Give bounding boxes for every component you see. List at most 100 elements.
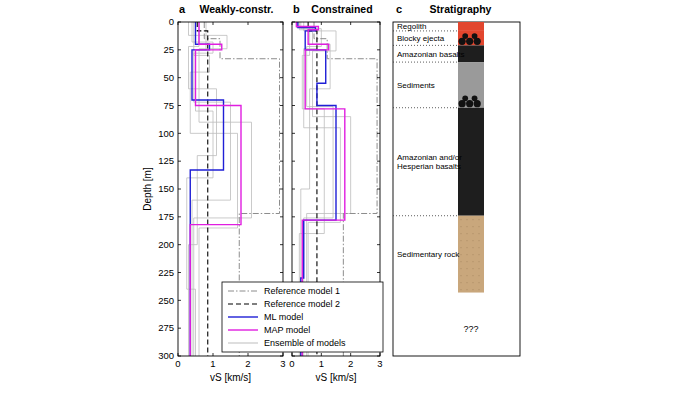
y-tick bbox=[178, 22, 181, 23]
x-tick-label: 2 bbox=[348, 358, 353, 369]
y-axis-label: Depth [m] bbox=[142, 167, 153, 211]
x-tick bbox=[321, 22, 322, 25]
layer bbox=[458, 31, 484, 45]
layer-pattern bbox=[466, 219, 468, 221]
panel-letter: c bbox=[396, 3, 402, 15]
background bbox=[0, 0, 700, 394]
y-tick-label: 150 bbox=[158, 183, 174, 194]
y-tick bbox=[292, 22, 295, 23]
layer bbox=[458, 62, 484, 108]
y-tick bbox=[178, 244, 181, 245]
layer-pattern bbox=[478, 240, 480, 242]
y-tick-label: 75 bbox=[163, 100, 174, 111]
layer-pattern bbox=[460, 226, 462, 228]
layer-pattern bbox=[478, 254, 480, 256]
layer-label: Blocky ejecta bbox=[397, 34, 445, 43]
y-tick-label: 125 bbox=[158, 155, 174, 166]
layer-pattern bbox=[478, 219, 480, 221]
x-tick-label: 0 bbox=[289, 358, 294, 369]
layer-label: Amazonian and/orHesperian basalts bbox=[397, 153, 462, 171]
layer-pattern bbox=[460, 233, 462, 235]
x-tick bbox=[380, 353, 381, 356]
legend-swatch bbox=[228, 316, 258, 317]
y-tick bbox=[280, 244, 283, 245]
y-tick bbox=[178, 356, 181, 357]
layer-label: Amazonian basalts bbox=[397, 50, 465, 59]
y-tick bbox=[292, 77, 295, 78]
layer-pattern bbox=[478, 275, 480, 277]
y-tick bbox=[292, 272, 295, 273]
panel-stratigraphy: RegolithBlocky ejectaAmazonian basaltsSe… bbox=[393, 3, 520, 356]
layer-pattern bbox=[466, 240, 468, 242]
layer-pattern bbox=[478, 282, 480, 284]
y-tick bbox=[377, 189, 380, 190]
x-tick bbox=[350, 22, 351, 25]
legend-swatch bbox=[228, 343, 258, 344]
layer-pattern bbox=[460, 268, 462, 270]
x-tick bbox=[178, 353, 179, 356]
layer-pattern bbox=[472, 268, 474, 270]
layer-pattern bbox=[460, 219, 462, 221]
panel-frame bbox=[393, 22, 520, 356]
layer-pattern bbox=[462, 33, 468, 39]
y-tick bbox=[377, 272, 380, 273]
layer-pattern bbox=[466, 247, 468, 249]
layer-pattern bbox=[466, 261, 468, 263]
x-tick bbox=[283, 22, 284, 25]
x-tick-label: 3 bbox=[280, 358, 285, 369]
y-tick-label: 250 bbox=[158, 295, 174, 306]
y-tick bbox=[178, 105, 181, 106]
legend-label: Ensemble of models bbox=[264, 338, 346, 348]
figure: 01230255075100125150175200225250275300vS… bbox=[0, 0, 700, 394]
layer-pattern bbox=[460, 261, 462, 263]
panel-title: Weakly-constr. bbox=[200, 3, 274, 15]
layer-pattern bbox=[460, 247, 462, 249]
panel-title: Stratigraphy bbox=[430, 3, 492, 15]
y-tick-label: 200 bbox=[158, 239, 174, 250]
y-tick bbox=[292, 216, 295, 217]
x-tick-label: 2 bbox=[245, 358, 250, 369]
layer-boundary bbox=[393, 45, 458, 46]
y-tick bbox=[178, 77, 181, 78]
layer-pattern bbox=[466, 282, 468, 284]
y-tick-label: 100 bbox=[158, 128, 174, 139]
panel-letter: a bbox=[179, 3, 186, 15]
x-tick bbox=[321, 353, 322, 356]
layer-pattern bbox=[478, 226, 480, 228]
x-tick bbox=[248, 353, 249, 356]
layer-boundary bbox=[393, 107, 458, 108]
layer-pattern bbox=[472, 254, 474, 256]
layer-pattern bbox=[478, 289, 480, 291]
legend-swatch bbox=[228, 303, 258, 304]
layer bbox=[458, 216, 484, 293]
y-tick bbox=[377, 356, 380, 357]
layer bbox=[458, 22, 484, 31]
x-tick bbox=[213, 353, 214, 356]
y-tick bbox=[292, 49, 295, 50]
y-tick bbox=[280, 49, 283, 50]
layer-pattern bbox=[472, 289, 474, 291]
x-tick-label: 1 bbox=[319, 358, 324, 369]
layer-pattern bbox=[478, 247, 480, 249]
y-tick bbox=[377, 49, 380, 50]
layer-pattern bbox=[460, 254, 462, 256]
layer-pattern bbox=[472, 240, 474, 242]
y-tick bbox=[280, 216, 283, 217]
y-tick bbox=[178, 272, 181, 273]
panel-letter: b bbox=[293, 3, 300, 15]
layer-pattern bbox=[466, 38, 473, 45]
y-tick bbox=[292, 133, 295, 134]
y-tick bbox=[280, 105, 283, 106]
y-tick bbox=[377, 105, 380, 106]
layer-pattern bbox=[472, 33, 478, 39]
x-tick bbox=[283, 353, 284, 356]
layer-pattern bbox=[472, 226, 474, 228]
panel-title: Constrained bbox=[311, 3, 372, 15]
layer-label-line: Amazonian and/or bbox=[397, 153, 462, 162]
y-tick bbox=[178, 133, 181, 134]
x-tick-label: 1 bbox=[210, 358, 215, 369]
y-tick-label: 50 bbox=[163, 72, 174, 83]
y-tick bbox=[292, 161, 295, 162]
layer-pattern bbox=[466, 268, 468, 270]
y-tick bbox=[178, 189, 181, 190]
